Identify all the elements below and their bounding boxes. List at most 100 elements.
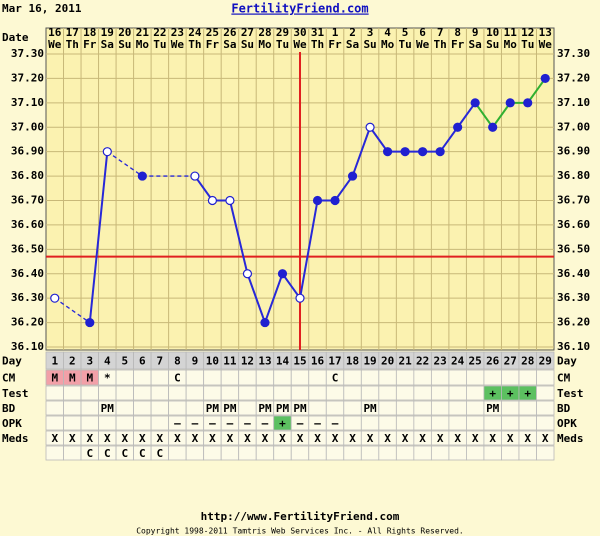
row-cell-text: X (332, 432, 339, 445)
row-cell (501, 445, 520, 461)
row-cell-text: – (209, 417, 216, 430)
row-cell (360, 445, 380, 461)
row-cell-text: X (157, 432, 164, 445)
row-cell (185, 445, 205, 461)
row-cell-text: 6 (139, 355, 146, 368)
row-cell-text: PM (363, 402, 377, 415)
row-cell-text: X (419, 432, 426, 445)
date-weekday: Fr (328, 38, 342, 51)
site-link[interactable]: FertilityFriend.com (231, 2, 368, 16)
date-weekday: Fr (451, 38, 465, 51)
row-cell (45, 445, 64, 461)
row-cell (168, 400, 187, 416)
row-cell-text: 2 (69, 355, 76, 368)
date-day: 31 (311, 26, 325, 39)
row-cell-text: C (174, 372, 181, 385)
row-label: Day (2, 355, 22, 368)
y-tick-label: 36.70 (11, 194, 44, 207)
row-cell-text: X (437, 432, 444, 445)
row-cell (290, 369, 310, 386)
row-cell (360, 385, 380, 401)
row-cell (395, 369, 415, 386)
row-label-right: Day (557, 355, 577, 368)
temperature-point (277, 269, 288, 279)
row-cell (133, 385, 152, 401)
row-cell-text: 9 (192, 355, 199, 368)
row-cell (343, 415, 362, 431)
row-cell-text: 27 (504, 355, 517, 368)
date-day: 16 (48, 26, 62, 39)
row-cell (273, 369, 292, 386)
date-day: 7 (437, 26, 444, 39)
row-label-right: OPK (557, 417, 577, 430)
row-cell-text: X (209, 432, 216, 445)
row-cell (466, 369, 485, 386)
row-cell-text: X (69, 432, 76, 445)
row-cell (308, 400, 327, 416)
row-cell-text: C (332, 372, 339, 385)
temperature-point (347, 171, 358, 181)
row-cell (483, 445, 502, 461)
row-cell-text: M (69, 372, 76, 385)
row-label-right: CM (557, 372, 571, 385)
footer-url[interactable]: http://www.FertilityFriend.com (201, 510, 400, 523)
row-cell (378, 445, 397, 461)
row-cell (325, 385, 345, 401)
row-cell-text: X (104, 432, 111, 445)
row-cell (378, 400, 397, 416)
row-cell (466, 415, 485, 431)
chart-date: Mar 16, 2011 (2, 2, 82, 15)
date-weekday: Mo (504, 38, 518, 51)
row-cell-text: 21 (398, 355, 412, 368)
temperature-point (488, 122, 498, 132)
y-tick-label-right: 37.10 (557, 96, 590, 109)
row-label: Meds (2, 432, 29, 445)
row-cell (430, 415, 450, 431)
row-cell (150, 369, 170, 386)
row-cell (255, 369, 275, 386)
temperature-point (50, 293, 60, 303)
row-cell (63, 385, 82, 401)
row-cell-text: C (122, 447, 129, 460)
y-tick-label: 36.10 (11, 340, 44, 353)
date-day: 1 (332, 26, 339, 39)
date-day: 3 (367, 26, 374, 39)
date-weekday: Th (311, 38, 324, 51)
date-day: 23 (171, 26, 184, 39)
row-cell (413, 400, 432, 416)
row-cell-text: 12 (241, 355, 254, 368)
row-cell (45, 385, 64, 401)
date-day: 12 (521, 26, 534, 39)
row-cell-text: PM (276, 402, 290, 415)
row-cell-text: PM (206, 402, 220, 415)
row-cell-text: 16 (311, 355, 325, 368)
row-cell-text: 15 (293, 355, 306, 368)
row-cell-text: X (262, 432, 269, 445)
row-cell (238, 445, 257, 461)
row-cell (290, 445, 310, 461)
row-cell-text: 24 (451, 355, 465, 368)
y-tick-label: 36.20 (11, 316, 44, 329)
temperature-point (207, 195, 218, 206)
row-cell (238, 385, 257, 401)
date-weekday: We (539, 38, 553, 51)
y-tick-label-right: 36.20 (557, 316, 590, 329)
row-cell-text: M (51, 372, 58, 385)
row-cell (45, 400, 64, 416)
row-cell (430, 385, 450, 401)
y-tick-label-right: 36.80 (557, 169, 590, 182)
row-cell-text: X (314, 432, 321, 445)
row-cell-text: X (297, 432, 304, 445)
row-cell (273, 445, 292, 461)
row-cell-text: 11 (223, 355, 237, 368)
date-day: 30 (293, 26, 306, 39)
temperature-point (418, 147, 428, 157)
gap-connector (54, 297, 91, 324)
row-label-right: Meds (557, 432, 584, 445)
y-tick-label: 36.40 (11, 267, 44, 280)
row-cell (255, 445, 275, 461)
y-tick-label: 36.80 (11, 169, 44, 182)
temperature-point (523, 98, 533, 108)
row-cell-text: – (227, 417, 234, 430)
row-cell-text: 19 (363, 355, 376, 368)
